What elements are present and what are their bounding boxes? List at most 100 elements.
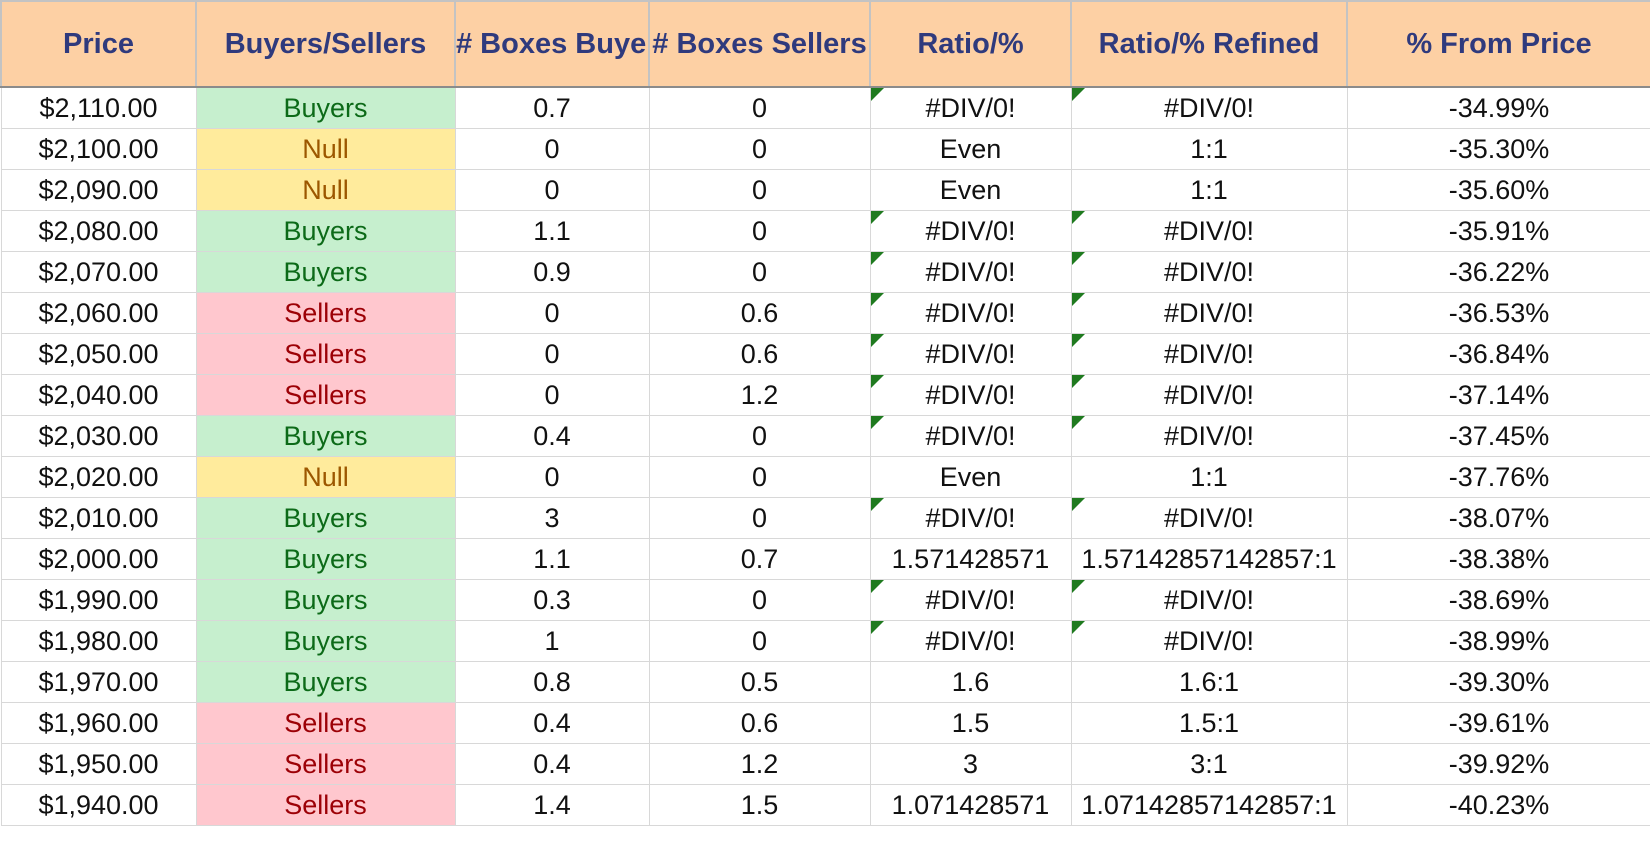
from-price-cell[interactable]: -34.99%: [1346, 86, 1650, 129]
header-ratio-refined[interactable]: Ratio/% Refined: [1070, 0, 1348, 88]
buyers-sellers-cell[interactable]: Buyers: [195, 620, 456, 662]
from-price-cell[interactable]: -36.84%: [1346, 333, 1650, 375]
ratio-cell[interactable]: #DIV/0!: [869, 333, 1072, 375]
from-price-cell[interactable]: -36.53%: [1346, 292, 1650, 334]
buyers-sellers-cell[interactable]: Sellers: [195, 702, 456, 744]
ratio-cell[interactable]: #DIV/0!: [869, 86, 1072, 129]
boxes-buyers-cell[interactable]: 1.4: [454, 784, 650, 826]
buyers-sellers-cell[interactable]: Buyers: [195, 210, 456, 252]
buyers-sellers-cell[interactable]: Buyers: [195, 251, 456, 293]
from-price-cell[interactable]: -35.60%: [1346, 169, 1650, 211]
ratio-cell[interactable]: 3: [869, 743, 1072, 785]
ratio-refined-cell[interactable]: #DIV/0!: [1070, 620, 1348, 662]
boxes-sellers-cell[interactable]: 0.6: [648, 292, 871, 334]
from-price-cell[interactable]: -39.30%: [1346, 661, 1650, 703]
buyers-sellers-cell[interactable]: Buyers: [195, 86, 456, 129]
from-price-cell[interactable]: -38.07%: [1346, 497, 1650, 539]
ratio-cell[interactable]: #DIV/0!: [869, 415, 1072, 457]
buyers-sellers-cell[interactable]: Sellers: [195, 743, 456, 785]
ratio-cell[interactable]: 1.071428571: [869, 784, 1072, 826]
ratio-refined-cell[interactable]: 3:1: [1070, 743, 1348, 785]
boxes-sellers-cell[interactable]: 0: [648, 497, 871, 539]
ratio-cell[interactable]: #DIV/0!: [869, 292, 1072, 334]
boxes-buyers-cell[interactable]: 0: [454, 333, 650, 375]
ratio-refined-cell[interactable]: #DIV/0!: [1070, 251, 1348, 293]
ratio-cell[interactable]: 1.6: [869, 661, 1072, 703]
ratio-refined-cell[interactable]: #DIV/0!: [1070, 333, 1348, 375]
boxes-sellers-cell[interactable]: 0: [648, 86, 871, 129]
from-price-cell[interactable]: -35.30%: [1346, 128, 1650, 170]
from-price-cell[interactable]: -39.92%: [1346, 743, 1650, 785]
boxes-buyers-cell[interactable]: 1: [454, 620, 650, 662]
ratio-refined-cell[interactable]: #DIV/0!: [1070, 210, 1348, 252]
boxes-buyers-cell[interactable]: 0: [454, 128, 650, 170]
boxes-sellers-cell[interactable]: 1.5: [648, 784, 871, 826]
ratio-cell[interactable]: #DIV/0!: [869, 374, 1072, 416]
price-cell[interactable]: $1,970.00: [0, 661, 197, 703]
buyers-sellers-cell[interactable]: Buyers: [195, 661, 456, 703]
boxes-sellers-cell[interactable]: 0.6: [648, 702, 871, 744]
boxes-buyers-cell[interactable]: 0.4: [454, 702, 650, 744]
price-cell[interactable]: $2,090.00: [0, 169, 197, 211]
buyers-sellers-cell[interactable]: Sellers: [195, 292, 456, 334]
price-cell[interactable]: $2,110.00: [0, 86, 197, 129]
ratio-refined-cell[interactable]: #DIV/0!: [1070, 374, 1348, 416]
boxes-buyers-cell[interactable]: 0.9: [454, 251, 650, 293]
ratio-cell[interactable]: 1.571428571: [869, 538, 1072, 580]
price-cell[interactable]: $2,010.00: [0, 497, 197, 539]
ratio-cell[interactable]: Even: [869, 128, 1072, 170]
from-price-cell[interactable]: -38.38%: [1346, 538, 1650, 580]
ratio-refined-cell[interactable]: 1:1: [1070, 169, 1348, 211]
buyers-sellers-cell[interactable]: Sellers: [195, 333, 456, 375]
boxes-sellers-cell[interactable]: 0.7: [648, 538, 871, 580]
buyers-sellers-cell[interactable]: Null: [195, 169, 456, 211]
ratio-refined-cell[interactable]: 1:1: [1070, 128, 1348, 170]
buyers-sellers-cell[interactable]: Buyers: [195, 579, 456, 621]
from-price-cell[interactable]: -38.69%: [1346, 579, 1650, 621]
boxes-sellers-cell[interactable]: 0: [648, 251, 871, 293]
price-cell[interactable]: $2,000.00: [0, 538, 197, 580]
ratio-refined-cell[interactable]: #DIV/0!: [1070, 579, 1348, 621]
boxes-sellers-cell[interactable]: 0.5: [648, 661, 871, 703]
ratio-cell[interactable]: #DIV/0!: [869, 620, 1072, 662]
boxes-buyers-cell[interactable]: 0.7: [454, 86, 650, 129]
ratio-cell[interactable]: #DIV/0!: [869, 251, 1072, 293]
boxes-buyers-cell[interactable]: 0.8: [454, 661, 650, 703]
ratio-refined-cell[interactable]: 1:1: [1070, 456, 1348, 498]
buyers-sellers-cell[interactable]: Null: [195, 128, 456, 170]
ratio-refined-cell[interactable]: 1.57142857142857:1: [1070, 538, 1348, 580]
from-price-cell[interactable]: -37.76%: [1346, 456, 1650, 498]
buyers-sellers-cell[interactable]: Null: [195, 456, 456, 498]
boxes-sellers-cell[interactable]: 0: [648, 415, 871, 457]
boxes-sellers-cell[interactable]: 0.6: [648, 333, 871, 375]
ratio-refined-cell[interactable]: 1.5:1: [1070, 702, 1348, 744]
buyers-sellers-cell[interactable]: Buyers: [195, 415, 456, 457]
boxes-sellers-cell[interactable]: 0: [648, 620, 871, 662]
header-boxes-sellers[interactable]: # Boxes Sellers: [648, 0, 871, 88]
boxes-buyers-cell[interactable]: 0: [454, 292, 650, 334]
boxes-buyers-cell[interactable]: 3: [454, 497, 650, 539]
ratio-refined-cell[interactable]: #DIV/0!: [1070, 292, 1348, 334]
price-cell[interactable]: $2,030.00: [0, 415, 197, 457]
price-cell[interactable]: $1,950.00: [0, 743, 197, 785]
ratio-refined-cell[interactable]: #DIV/0!: [1070, 497, 1348, 539]
header-buyers-sellers[interactable]: Buyers/Sellers: [195, 0, 456, 88]
ratio-refined-cell[interactable]: 1.6:1: [1070, 661, 1348, 703]
ratio-refined-cell[interactable]: #DIV/0!: [1070, 86, 1348, 129]
price-cell[interactable]: $1,990.00: [0, 579, 197, 621]
price-cell[interactable]: $1,940.00: [0, 784, 197, 826]
ratio-cell[interactable]: #DIV/0!: [869, 497, 1072, 539]
boxes-buyers-cell[interactable]: 0: [454, 456, 650, 498]
ratio-cell[interactable]: Even: [869, 169, 1072, 211]
boxes-sellers-cell[interactable]: 0: [648, 210, 871, 252]
header-from-price[interactable]: % From Price: [1346, 0, 1650, 88]
boxes-sellers-cell[interactable]: 0: [648, 579, 871, 621]
boxes-buyers-cell[interactable]: 0.3: [454, 579, 650, 621]
price-cell[interactable]: $2,070.00: [0, 251, 197, 293]
buyers-sellers-cell[interactable]: Buyers: [195, 538, 456, 580]
header-price[interactable]: Price: [0, 0, 197, 88]
from-price-cell[interactable]: -39.61%: [1346, 702, 1650, 744]
price-cell[interactable]: $2,060.00: [0, 292, 197, 334]
boxes-sellers-cell[interactable]: 0: [648, 128, 871, 170]
ratio-cell[interactable]: Even: [869, 456, 1072, 498]
